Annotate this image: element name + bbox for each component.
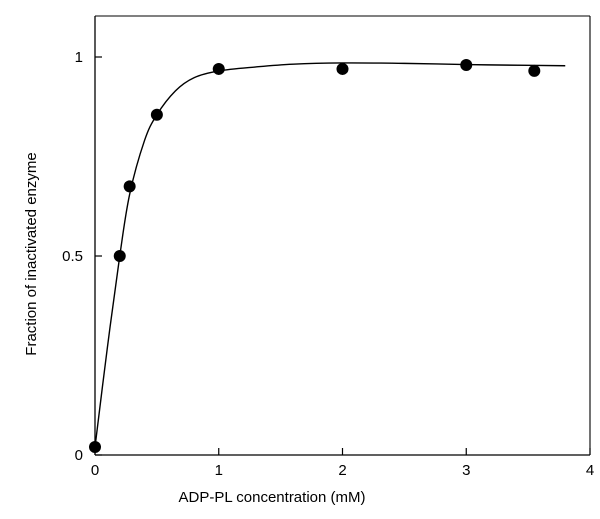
- data-points: [89, 58, 541, 454]
- tick-labels: 0 1 2 3 4 0 0.5 1: [62, 49, 594, 479]
- data-point: [460, 58, 473, 71]
- x-tick-label: 1: [215, 462, 223, 479]
- data-point: [89, 441, 101, 454]
- data-point: [336, 62, 349, 75]
- y-tick-label: 0: [75, 447, 83, 464]
- ticks: [94, 56, 591, 456]
- y-tick-label: 0.5: [62, 248, 83, 265]
- y-tick-label: 1: [75, 49, 83, 66]
- y-axis-title: Fraction of inactivated enzyme: [23, 152, 40, 355]
- data-point: [212, 62, 225, 75]
- data-point: [528, 64, 541, 77]
- x-tick-label: 2: [338, 462, 346, 479]
- x-tick-label: 4: [586, 462, 594, 479]
- fit-curve: [94, 62, 566, 448]
- data-point: [123, 180, 136, 193]
- x-tick-label: 3: [462, 462, 470, 479]
- x-axis-title: ADP-PL concentration (mM): [178, 489, 365, 506]
- data-point: [150, 108, 163, 121]
- data-point: [113, 250, 126, 262]
- x-tick-label: 0: [91, 462, 99, 479]
